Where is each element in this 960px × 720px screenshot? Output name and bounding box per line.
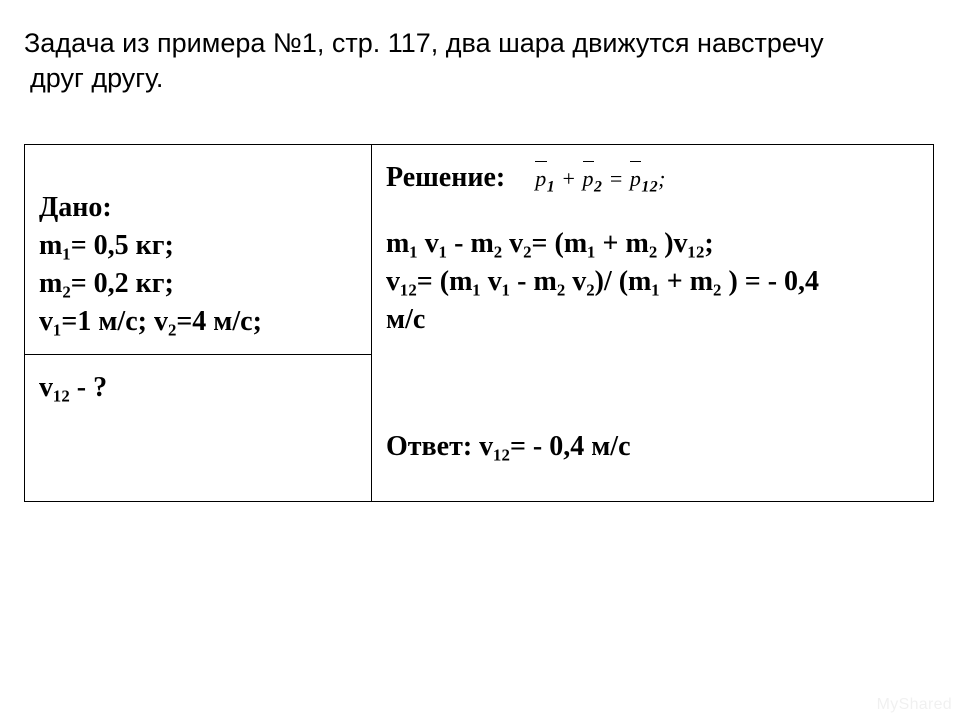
solution-line-1: m₁ v₁ - m₂ v₂= (m₁ + m₂ )v₁₂;: [386, 225, 921, 263]
solution-line-3: м/с: [386, 301, 921, 339]
intro-line-2: друг другу.: [30, 61, 940, 96]
intro-line-1: Задача из примера №1, стр. 117, два шара…: [24, 26, 940, 61]
momentum-equation: p1 + p2 = p12;: [535, 164, 666, 194]
solution-heading: Решение:: [386, 159, 505, 197]
p2-bar: p: [583, 164, 595, 194]
find-text: v₁₂ - ?: [39, 369, 359, 407]
p1-bar: p: [535, 164, 547, 194]
given-m1: m₁= 0,5 кг;: [39, 227, 359, 265]
watermark: MyShared: [877, 696, 952, 714]
p12-bar: p: [630, 164, 642, 194]
given-heading: Дано:: [39, 189, 359, 227]
solution-cell: Решение: p1 + p2 = p12; m₁ v₁ - m₂ v₂= (…: [372, 145, 934, 502]
find-cell: v₁₂ - ?: [25, 355, 372, 502]
solution-table: Дано: m₁= 0,5 кг; m₂= 0,2 кг; v₁=1 м/с; …: [24, 144, 934, 502]
problem-statement: Задача из примера №1, стр. 117, два шара…: [24, 26, 940, 96]
given-m2: m₂= 0,2 кг;: [39, 265, 359, 303]
given-v: v₁=1 м/с; v₂=4 м/с;: [39, 303, 359, 341]
solution-answer: Ответ: v₁₂= - 0,4 м/с: [386, 428, 921, 466]
given-cell: Дано: m₁= 0,5 кг; m₂= 0,2 кг; v₁=1 м/с; …: [25, 145, 372, 355]
solution-line-2: v₁₂= (m₁ v₁ - m₂ v₂)/ (m₁ + m₂ ) = - 0,4: [386, 263, 921, 301]
